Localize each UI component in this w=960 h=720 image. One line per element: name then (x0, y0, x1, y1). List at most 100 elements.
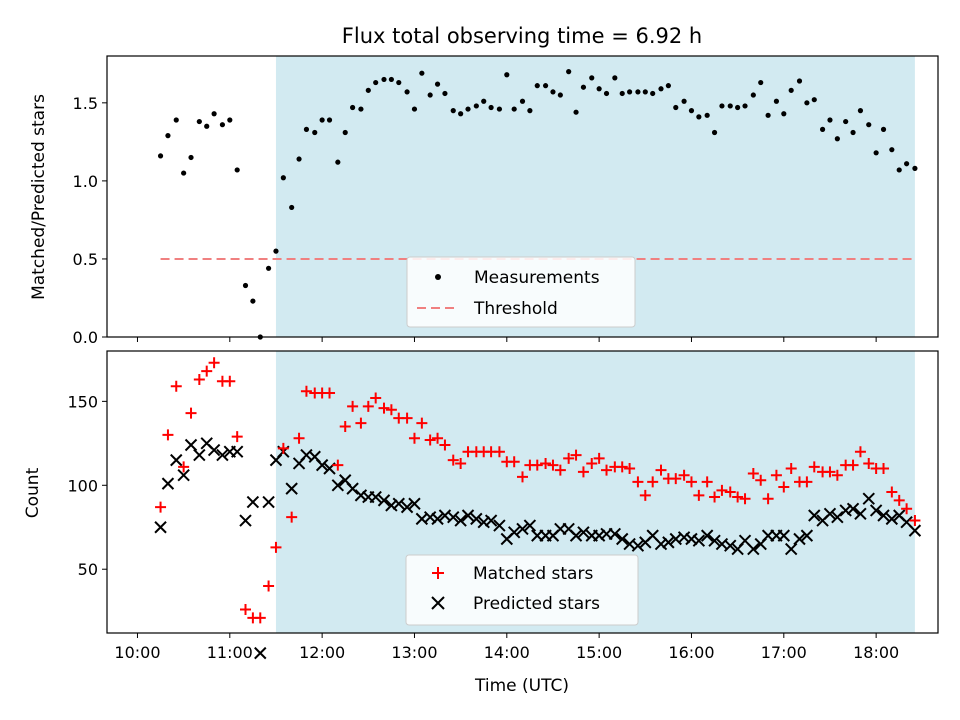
matched-stars-point (632, 476, 644, 488)
matched-stars-point (801, 476, 813, 488)
measurement-point (819, 126, 826, 132)
matched-stars-point (424, 434, 436, 446)
measurement-point (381, 76, 387, 83)
measurement-point (627, 89, 633, 95)
measurement-point (719, 103, 725, 109)
matched-stars-point (324, 387, 336, 399)
count-x-tick-label: 10:00 (114, 643, 160, 662)
predicted-stars-point (354, 489, 368, 502)
predicted-stars-point (808, 509, 821, 522)
matched-stars-point (201, 365, 213, 377)
predicted-stars-point (431, 512, 444, 526)
predicted-stars-point (747, 542, 760, 556)
matched-stars-point (347, 400, 359, 412)
measurement-point (635, 89, 641, 95)
predicted-stars-point (831, 510, 844, 524)
count-x-tick-label: 13:00 (391, 643, 437, 662)
count-y-axis-label: Count (23, 467, 43, 518)
measurement-point (665, 83, 671, 89)
predicted-stars-point (423, 510, 437, 524)
predicted-stars-point (823, 507, 837, 521)
measurement-point (289, 204, 295, 211)
measurement-point (889, 147, 895, 153)
matched-stars-point (517, 471, 528, 483)
measurement-point (596, 86, 602, 92)
measurement-point (458, 111, 464, 117)
matched-legend-label: Matched stars (473, 564, 593, 584)
predicted-stars-point (477, 516, 490, 529)
measurement-point (857, 108, 864, 114)
predicted-stars-point (592, 529, 606, 542)
ratio-legend-frame (406, 256, 636, 328)
count-y-tick-label: 50 (78, 560, 98, 579)
predicted-stars-point (285, 482, 298, 495)
measurement-point (481, 98, 487, 104)
count-x-tick-label: 12:00 (299, 643, 345, 662)
measurements-legend-marker (435, 274, 441, 280)
measurement-point (796, 78, 803, 84)
predicted-stars-point (854, 507, 867, 521)
matched-stars-point (678, 469, 690, 481)
measurement-point (681, 98, 687, 104)
matched-stars-point (362, 400, 374, 412)
measurement-point (427, 92, 433, 98)
measurement-point (765, 112, 771, 118)
measurement-point (488, 104, 494, 111)
matched-stars-point (240, 604, 251, 615)
matched-stars-point (732, 491, 744, 503)
matched-stars-point (616, 461, 628, 473)
predicted-stars-point (170, 453, 183, 467)
matched-stars-point (893, 494, 905, 506)
predicted-stars-point (262, 495, 275, 509)
count-x-axis: 10:00 11:00 12:00 13:00 14:00 15:00 16:00 17:00… (114, 633, 899, 662)
measurement-point (773, 98, 780, 104)
measurement-point (727, 103, 733, 109)
matched-stars-point (540, 457, 552, 469)
matched-stars-point (909, 515, 921, 527)
measurement-point (527, 108, 533, 114)
measurement-point (242, 282, 249, 289)
matched-stars-point (370, 392, 382, 404)
matched-stars-point (770, 469, 782, 481)
measurement-point (788, 87, 794, 93)
measurement-point (350, 104, 356, 111)
matched-stars-point (432, 432, 444, 444)
matched-stars-point (554, 464, 566, 476)
measurement-point (589, 75, 595, 81)
measurement-point (434, 81, 441, 87)
count-panel-frame (106, 350, 939, 634)
predicted-stars-point (631, 539, 645, 552)
measurement-point (335, 159, 341, 165)
matched-stars-point (224, 375, 236, 387)
predicted-stars-point (577, 526, 590, 539)
measurement-point (280, 175, 286, 181)
count-x-tick-label: 15:00 (576, 643, 622, 662)
measurement-point (404, 89, 410, 95)
matched-stars-point (416, 417, 428, 429)
predicted-stars-point (885, 512, 899, 526)
matched-stars-point (601, 464, 613, 476)
measurement-point (312, 129, 318, 136)
matched-stars-point (709, 491, 721, 503)
matched-stars-point (293, 432, 305, 444)
matched-stars-point (693, 489, 705, 501)
matched-stars-point (408, 432, 420, 444)
matched-stars-point (593, 452, 605, 464)
measurement-point (319, 117, 325, 123)
measurement-point (473, 103, 479, 109)
ratio-panel: 0.0 0.5 1.0 1.5 Matched/Predicted stars Mea… (29, 55, 939, 347)
measurement-point (642, 89, 648, 95)
measurement-point (758, 79, 764, 86)
threshold-legend-label: Threshold (473, 299, 558, 319)
matched-stars-point (886, 486, 898, 498)
predicted-stars-point (193, 448, 206, 462)
ratio-y-axis-label: Matched/Predicted stars (29, 94, 49, 300)
predicted-stars-point (846, 502, 860, 515)
matched-stars-point (155, 501, 167, 513)
matched-stars-point (378, 402, 390, 414)
ratio-y-tick-label: 1.0 (73, 172, 98, 191)
chart-title: Flux total observing time = 6.92 h (342, 24, 702, 48)
predicted-stars-point (230, 445, 244, 458)
measurement-point (542, 83, 549, 89)
predicted-stars-point (569, 529, 583, 542)
